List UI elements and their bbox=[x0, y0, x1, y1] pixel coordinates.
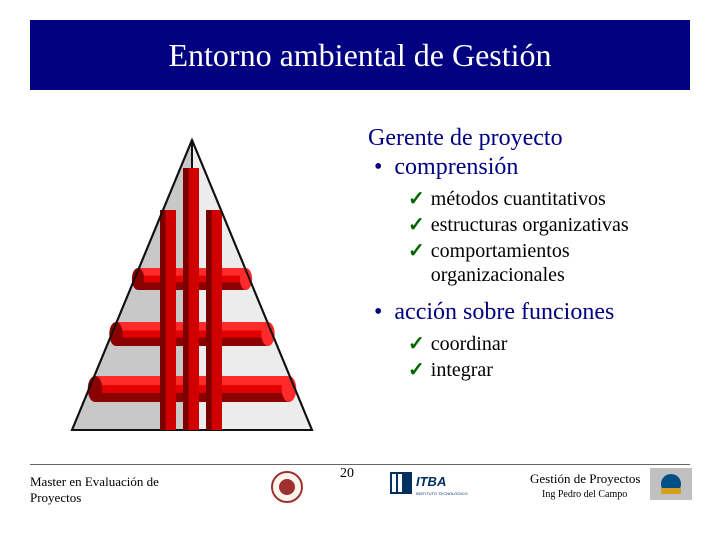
pyramid-diagram bbox=[42, 130, 342, 450]
page-number: 20 bbox=[340, 466, 354, 482]
check-label: comportamientos organizacionales bbox=[431, 239, 708, 287]
check-label: integrar bbox=[431, 358, 493, 382]
check-label: estructuras organizativas bbox=[431, 213, 629, 237]
content-block: Gerente de proyecto • comprensión ✓métod… bbox=[368, 125, 708, 384]
comprension-sublist: ✓métodos cuantitativos✓estructuras organ… bbox=[408, 187, 708, 287]
check-item: ✓estructuras organizativas bbox=[408, 213, 708, 237]
check-item: ✓integrar bbox=[408, 358, 708, 382]
accion-sublist: ✓coordinar✓integrar bbox=[408, 332, 708, 382]
title-bar: Entorno ambiental de Gestión bbox=[30, 20, 690, 90]
footer-left: Master en Evaluación de Proyectos bbox=[30, 474, 159, 505]
bullet-comprension: • comprensión bbox=[374, 154, 708, 181]
svg-text:ITBA: ITBA bbox=[416, 474, 446, 489]
heading: Gerente de proyecto bbox=[368, 125, 708, 152]
footer-rule bbox=[30, 464, 690, 465]
check-label: métodos cuantitativos bbox=[431, 187, 606, 211]
check-item: ✓comportamientos organizacionales bbox=[408, 239, 708, 287]
check-icon: ✓ bbox=[408, 213, 425, 237]
check-icon: ✓ bbox=[408, 332, 425, 356]
bullet-accion: • acción sobre funciones bbox=[374, 299, 708, 326]
svg-text:INSTITUTO TECNOLÓGICO: INSTITUTO TECNOLÓGICO bbox=[416, 491, 468, 496]
footer-logo-3 bbox=[650, 468, 692, 500]
footer-logo-1 bbox=[270, 470, 304, 504]
check-item: ✓coordinar bbox=[408, 332, 708, 356]
footer-logo-itba: ITBA INSTITUTO TECNOLÓGICO bbox=[390, 470, 480, 498]
slide-title: Entorno ambiental de Gestión bbox=[168, 37, 551, 74]
check-icon: ✓ bbox=[408, 358, 425, 382]
check-icon: ✓ bbox=[408, 239, 425, 263]
footer-right: Gestión de Proyectos Ing Pedro del Campo bbox=[530, 472, 640, 501]
check-item: ✓métodos cuantitativos bbox=[408, 187, 708, 211]
check-label: coordinar bbox=[431, 332, 508, 356]
check-icon: ✓ bbox=[408, 187, 425, 211]
footer: Master en Evaluación de Proyectos 20 ITB… bbox=[0, 464, 720, 524]
